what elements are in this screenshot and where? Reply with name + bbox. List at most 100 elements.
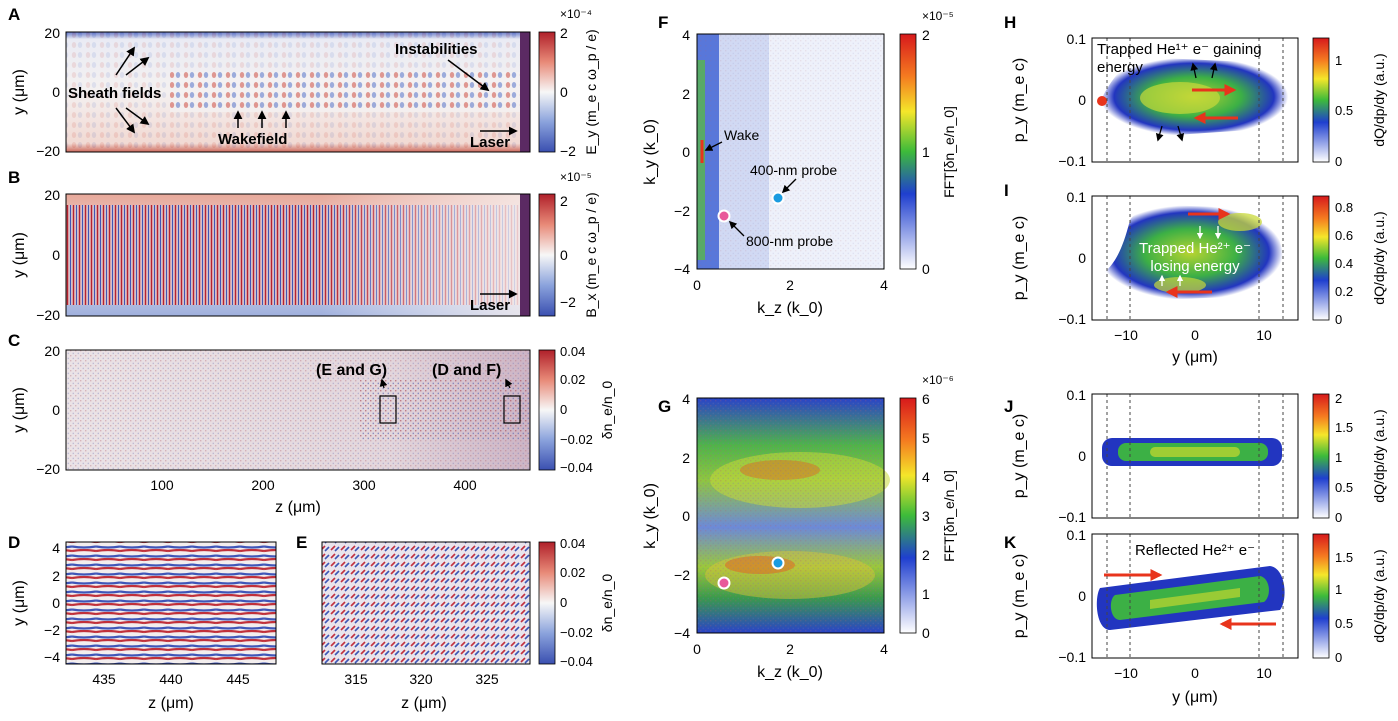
plot-frame	[65, 349, 531, 471]
x-axis-label: z (μm)	[148, 695, 194, 712]
tick-label: 0	[1335, 650, 1342, 665]
probe-800nm-marker	[717, 576, 731, 590]
tick-label: 320	[409, 671, 433, 687]
region-box	[503, 395, 521, 424]
x-axis-label: y (μm)	[1172, 349, 1218, 366]
tick-label: 0	[52, 402, 60, 418]
panel-letter: B	[8, 168, 20, 187]
tick-label: −2	[674, 203, 690, 219]
colorbar	[538, 193, 556, 317]
tick-label: 440	[159, 671, 183, 687]
annotation: Trapped He¹⁺ e⁻ gaining	[1097, 41, 1262, 58]
colorbar-exponent: ×10⁻⁴	[560, 7, 592, 21]
panel-h: H Trapped He¹⁺ e⁻ gaining energy p_y (m_…	[1004, 13, 1387, 169]
colorbar-label: dQ/dp/dy (a.u.)	[1371, 211, 1387, 304]
tick-label: 0.04	[560, 344, 585, 359]
x-axis-label: z (μm)	[275, 499, 321, 516]
plot-frame	[65, 541, 277, 665]
colorbar-label: B_x (m_e c ω_p / e)	[583, 192, 599, 317]
colorbar	[1312, 533, 1330, 659]
tick-label: 200	[251, 477, 275, 493]
y-axis-label: p_y (m_e c)	[1011, 216, 1028, 300]
tick-label: −0.1	[1058, 509, 1086, 525]
plot-frame	[1091, 195, 1299, 321]
tick-label: 0.6	[1335, 228, 1353, 243]
tick-label: 2	[682, 450, 690, 466]
tick-label: 1.5	[1335, 550, 1353, 565]
colorbar	[1312, 393, 1330, 519]
region-box	[379, 395, 397, 424]
colorbar-label: E_y (m_e c ω_p / e)	[583, 29, 599, 154]
tick-label: −0.02	[560, 432, 593, 447]
tick-label: 1.5	[1335, 420, 1353, 435]
panel-g: G k_y (k_0) 4 2 0 −2 −4 0 2 4 k_z (k_0) …	[642, 373, 957, 681]
tick-label: 2	[682, 86, 690, 102]
tick-label: 1	[922, 144, 930, 160]
x-axis-label: k_z (k_0)	[757, 300, 823, 317]
tick-label: −20	[36, 143, 60, 159]
tick-label: 1	[1335, 450, 1342, 465]
tick-label: 0	[1078, 588, 1086, 604]
y-axis-label: p_y (m_e c)	[1011, 58, 1028, 142]
tick-label: 325	[475, 671, 499, 687]
annotation: Instabilities	[395, 41, 478, 58]
tick-label: 5	[922, 430, 930, 446]
laser-pulse	[520, 194, 530, 316]
colorbar-label: δn_e/n_0	[599, 574, 615, 633]
laser-pulse	[520, 32, 530, 152]
tick-label: 0.02	[560, 565, 585, 580]
tick-label: 0.4	[1335, 256, 1353, 271]
annotation: (E and G)	[316, 362, 387, 379]
tick-label: −2	[560, 143, 576, 159]
tick-label: −0.1	[1058, 311, 1086, 327]
tick-label: 0	[1191, 665, 1199, 681]
tick-label: 0	[693, 641, 701, 657]
annotation: Trapped He²⁺ e⁻	[1139, 240, 1251, 257]
tick-label: 0	[52, 84, 60, 100]
tick-label: 315	[344, 671, 368, 687]
plot-frame	[696, 33, 885, 270]
tick-label: 20	[44, 343, 60, 359]
panel-b: B y (μm) 20 0 −20 Laser ×10⁻⁵ 2 0 −2 B_x…	[8, 168, 599, 323]
annotation: 800-nm probe	[746, 233, 833, 249]
tick-label: 2	[1335, 391, 1342, 406]
annotation: (D and F)	[432, 362, 501, 379]
x-axis-label: y (μm)	[1172, 689, 1218, 706]
colorbar-label: dQ/dp/dy (a.u.)	[1371, 549, 1387, 642]
probe-800nm-marker	[717, 209, 731, 223]
annotation: Laser	[470, 134, 510, 151]
tick-label: 20	[44, 187, 60, 203]
tick-label: 4	[682, 391, 690, 407]
plot-frame	[1091, 37, 1299, 163]
tick-label: −0.1	[1058, 153, 1086, 169]
tick-label: 0	[1335, 312, 1342, 327]
tick-label: −0.04	[560, 460, 593, 475]
annotation: Laser	[470, 297, 510, 314]
tick-label: 0.2	[1335, 284, 1353, 299]
tick-label: 0	[1078, 448, 1086, 464]
plot-frame	[65, 193, 531, 317]
x-axis-label: k_z (k_0)	[757, 664, 823, 681]
tick-label: 10	[1256, 665, 1272, 681]
tick-label: −2	[560, 294, 576, 310]
panel-letter: E	[296, 533, 307, 552]
annotation: Wakefield	[218, 131, 287, 148]
panel-j: J p_y (m_e c) 0.1 0 −0.1 2 1.5 1 0.5 0 d…	[1004, 387, 1387, 525]
tick-label: 400	[453, 477, 477, 493]
tick-label: 0	[1078, 92, 1086, 108]
tick-label: 0	[682, 144, 690, 160]
y-axis-label: y (μm)	[11, 69, 28, 115]
annotation: 400-nm probe	[750, 162, 837, 178]
tick-label: 0	[922, 625, 930, 641]
colorbar	[538, 349, 556, 471]
colorbar-label: FFT[δn_e/n_0]	[941, 106, 957, 198]
tick-label: −10	[1114, 665, 1138, 681]
plot-frame	[696, 397, 885, 634]
y-axis-label: y (μm)	[11, 387, 28, 433]
tick-label: 1	[1335, 53, 1342, 68]
tick-label: 0	[682, 508, 690, 524]
panel-k: K Reflected He²⁺ e⁻ p_y (m_e c) 0.1 0 −0…	[1004, 527, 1387, 706]
tick-label: 4	[922, 469, 930, 485]
tick-label: 0.5	[1335, 480, 1353, 495]
